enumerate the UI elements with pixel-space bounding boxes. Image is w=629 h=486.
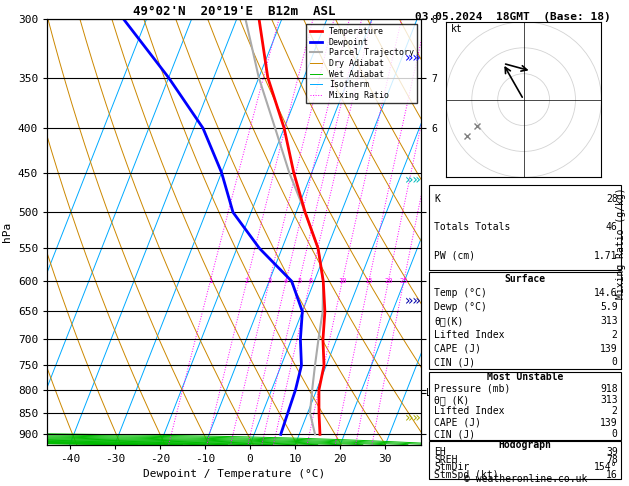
Text: 154°: 154°	[594, 462, 618, 472]
Text: Temp (°C): Temp (°C)	[434, 288, 487, 298]
Text: »»: »»	[405, 173, 421, 187]
Text: Hodograph: Hodograph	[498, 440, 552, 450]
Text: Totals Totals: Totals Totals	[434, 222, 510, 232]
Text: CIN (J): CIN (J)	[434, 429, 475, 439]
Title: 49°02'N  20°19'E  B12m  ASL: 49°02'N 20°19'E B12m ASL	[133, 5, 335, 18]
Text: 2: 2	[612, 406, 618, 417]
Text: 5: 5	[297, 278, 301, 284]
Text: PW (cm): PW (cm)	[434, 251, 475, 260]
Text: 139: 139	[600, 344, 618, 353]
Text: »»: »»	[405, 411, 421, 425]
Text: 1: 1	[208, 278, 213, 284]
Text: »»: »»	[405, 52, 421, 65]
Text: 139: 139	[600, 418, 618, 428]
Text: 2: 2	[612, 330, 618, 340]
Text: K: K	[434, 194, 440, 204]
Text: 0: 0	[612, 429, 618, 439]
Text: 78: 78	[606, 455, 618, 465]
Text: 313: 313	[600, 395, 618, 405]
Text: Most Unstable: Most Unstable	[487, 372, 563, 382]
Y-axis label: hPa: hPa	[3, 222, 13, 242]
Text: 3: 3	[267, 278, 272, 284]
Text: CAPE (J): CAPE (J)	[434, 418, 481, 428]
Text: kt: kt	[451, 24, 463, 34]
Text: 4: 4	[284, 278, 288, 284]
Text: Pressure (mb): Pressure (mb)	[434, 384, 510, 394]
Text: 5.9: 5.9	[600, 302, 618, 312]
Text: 25: 25	[399, 278, 408, 284]
Text: θᴇ(K): θᴇ(K)	[434, 316, 464, 326]
Text: 0: 0	[612, 357, 618, 367]
Text: θᴇ (K): θᴇ (K)	[434, 395, 469, 405]
Text: SREH: SREH	[434, 455, 457, 465]
Text: 03.05.2024  18GMT  (Base: 18): 03.05.2024 18GMT (Base: 18)	[415, 12, 611, 22]
Text: EH: EH	[434, 447, 446, 457]
Text: 39: 39	[606, 447, 618, 457]
Text: 46: 46	[606, 222, 618, 232]
Text: Lifted Index: Lifted Index	[434, 406, 504, 417]
Text: 28: 28	[606, 194, 618, 204]
Text: Surface: Surface	[504, 274, 545, 284]
Text: 14.6: 14.6	[594, 288, 618, 298]
Text: 16: 16	[606, 470, 618, 480]
Text: LCL: LCL	[426, 388, 443, 398]
Text: 313: 313	[600, 316, 618, 326]
Text: 2: 2	[245, 278, 249, 284]
Text: CIN (J): CIN (J)	[434, 357, 475, 367]
Text: 20: 20	[384, 278, 392, 284]
Text: 6: 6	[308, 278, 313, 284]
Text: 15: 15	[365, 278, 373, 284]
Text: 1.71: 1.71	[594, 251, 618, 260]
Text: CAPE (J): CAPE (J)	[434, 344, 481, 353]
Y-axis label: km
ASL: km ASL	[445, 232, 462, 254]
Text: 918: 918	[600, 384, 618, 394]
Text: Lifted Index: Lifted Index	[434, 330, 504, 340]
Text: StmSpd (kt): StmSpd (kt)	[434, 470, 499, 480]
Text: 10: 10	[338, 278, 347, 284]
Text: StmDir: StmDir	[434, 462, 469, 472]
Text: »»: »»	[405, 295, 421, 308]
X-axis label: Dewpoint / Temperature (°C): Dewpoint / Temperature (°C)	[143, 469, 325, 479]
Text: Dewp (°C): Dewp (°C)	[434, 302, 487, 312]
Legend: Temperature, Dewpoint, Parcel Trajectory, Dry Adiabat, Wet Adiabat, Isotherm, Mi: Temperature, Dewpoint, Parcel Trajectory…	[306, 24, 417, 103]
Text: © weatheronline.co.uk: © weatheronline.co.uk	[464, 473, 587, 484]
Text: Mixing Ratio (g/kg): Mixing Ratio (g/kg)	[616, 187, 626, 299]
